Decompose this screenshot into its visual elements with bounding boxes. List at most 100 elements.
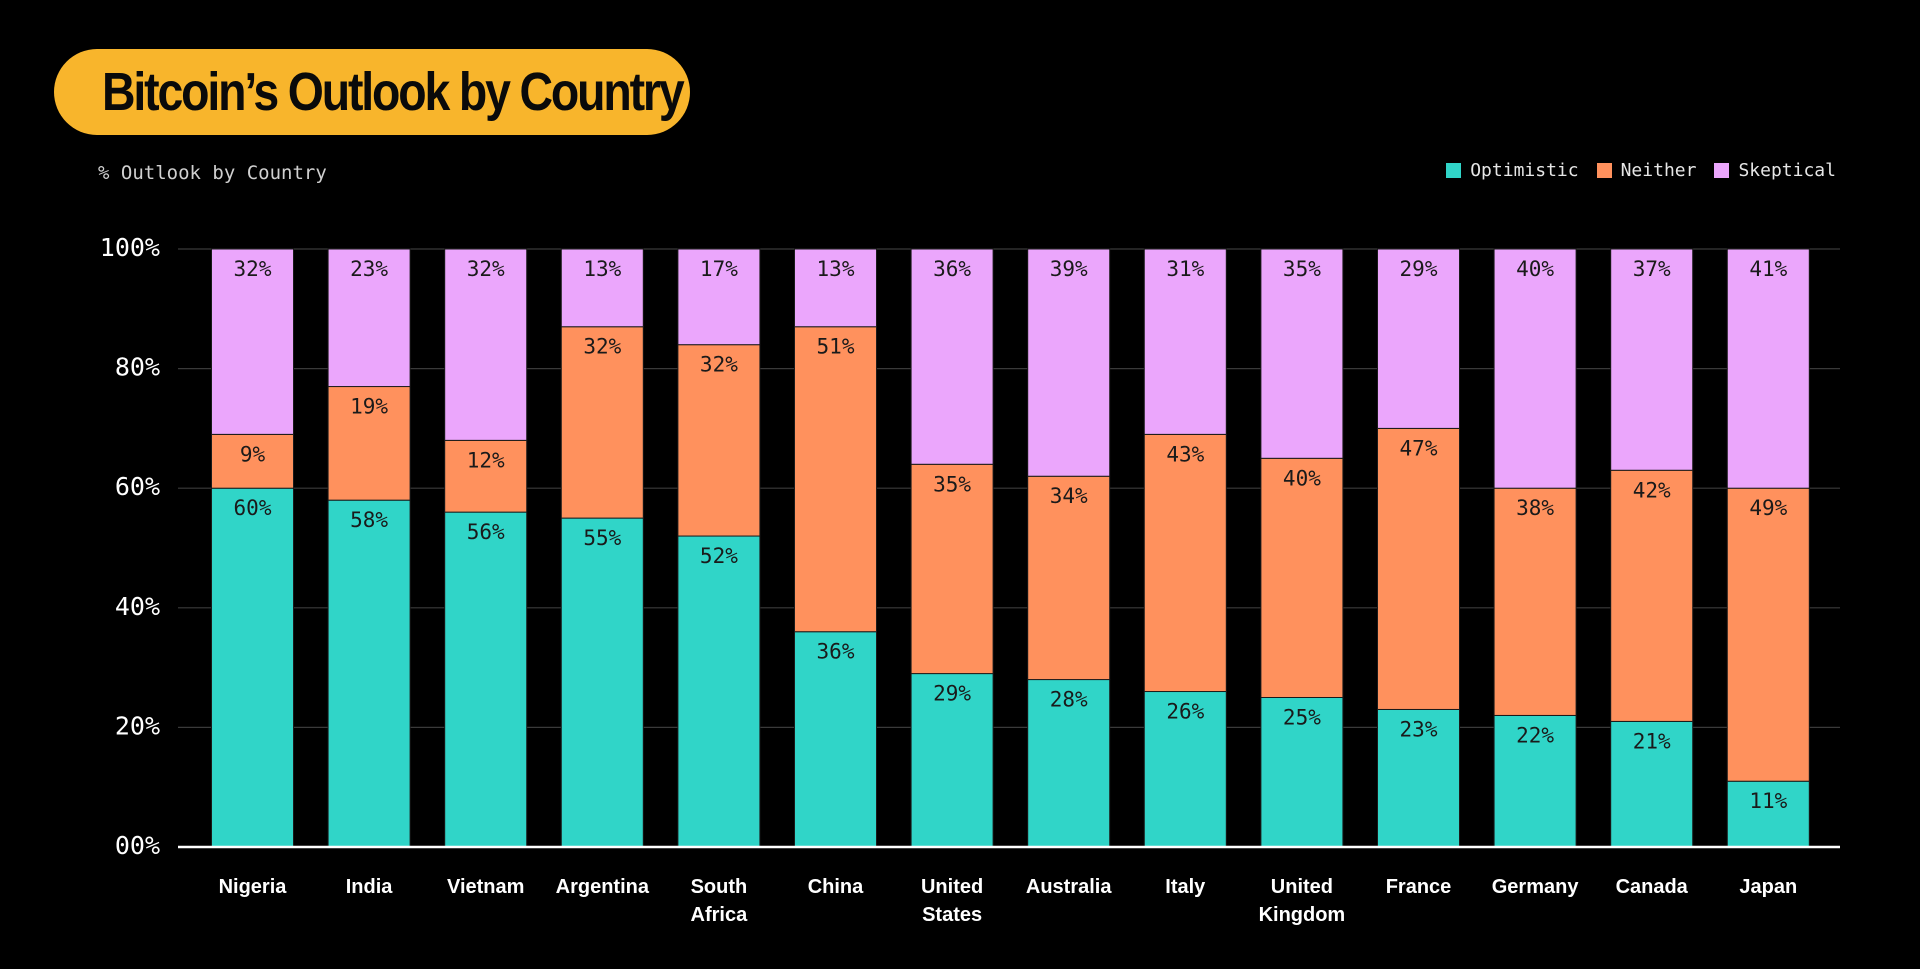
- title-pill: Bitcoin’s Outlook by Country: [54, 49, 690, 135]
- x-tick-label: Australia: [1026, 876, 1112, 898]
- x-tick-label-line: France: [1386, 876, 1452, 898]
- bar-segment-skeptical: [327, 248, 411, 388]
- x-tick-label: Vietnam: [447, 876, 524, 898]
- bar-segment-neither: [1260, 457, 1344, 698]
- bar-segment-neither: [677, 344, 761, 537]
- bar-segment-optimistic: [1493, 714, 1577, 848]
- bar-segment-optimistic: [1027, 679, 1111, 848]
- bar-segment-optimistic: [677, 535, 761, 848]
- data-label-optimistic: 60%: [234, 496, 272, 520]
- data-label-skeptical: 13%: [817, 257, 855, 281]
- data-label-neither: 43%: [1166, 442, 1204, 466]
- data-label-optimistic: 22%: [1516, 723, 1554, 747]
- legend-item-optimistic: Optimistic: [1446, 160, 1579, 181]
- x-tick-label: France: [1386, 876, 1452, 898]
- bar-segment-optimistic: [1610, 720, 1694, 848]
- bar-segment-optimistic: [560, 517, 644, 848]
- x-tick-label-line: United: [1271, 876, 1333, 898]
- x-tick-label-line: Canada: [1616, 876, 1689, 898]
- x-tick-label-line: Germany: [1492, 876, 1580, 898]
- data-label-neither: 32%: [583, 335, 621, 359]
- data-label-neither: 42%: [1633, 478, 1671, 502]
- data-label-optimistic: 56%: [467, 520, 505, 544]
- data-label-skeptical: 32%: [234, 257, 272, 281]
- bar-segment-skeptical: [1610, 248, 1694, 471]
- bar-segment-skeptical: [1143, 248, 1227, 435]
- x-tick-label: India: [346, 876, 394, 898]
- data-label-skeptical: 40%: [1516, 257, 1554, 281]
- data-label-neither: 32%: [700, 353, 738, 377]
- y-tick-label: 00%: [115, 831, 160, 860]
- data-label-optimistic: 58%: [350, 508, 388, 532]
- chart-subtitle: % Outlook by Country: [98, 162, 327, 184]
- bar-segment-neither: [211, 433, 294, 489]
- bar-segment-skeptical: [1377, 248, 1460, 429]
- data-label-skeptical: 36%: [933, 257, 971, 281]
- data-label-neither: 9%: [240, 442, 266, 466]
- x-tick-label-line: Italy: [1165, 876, 1206, 898]
- x-tick-label: United States: [921, 876, 983, 926]
- bar-segment-skeptical: [677, 248, 761, 346]
- legend-label-optimistic: Optimistic: [1470, 160, 1579, 181]
- x-tick-label-line: Kingdom: [1259, 904, 1346, 926]
- data-label-skeptical: 31%: [1166, 257, 1204, 281]
- data-label-neither: 19%: [350, 395, 388, 419]
- x-tick-label: Germany: [1492, 876, 1580, 898]
- y-tick-label: 80%: [115, 353, 160, 382]
- data-label-optimistic: 26%: [1166, 700, 1204, 724]
- bar-segment-optimistic: [327, 499, 411, 848]
- data-label-skeptical: 32%: [467, 257, 505, 281]
- legend-label-neither: Neither: [1620, 160, 1697, 181]
- bar-segment-skeptical: [910, 248, 994, 465]
- bar-segment-skeptical: [1027, 248, 1111, 477]
- data-label-optimistic: 28%: [1050, 688, 1088, 712]
- bar-segment-skeptical: [444, 248, 528, 441]
- bar-segment-neither: [1610, 469, 1694, 722]
- data-label-optimistic: 55%: [583, 526, 621, 550]
- bar-segment-optimistic: [794, 631, 877, 848]
- data-label-optimistic: 21%: [1633, 729, 1671, 753]
- bar-segment-neither: [327, 386, 411, 501]
- x-tick-label-line: China: [808, 876, 864, 898]
- x-tick-label-line: Vietnam: [447, 876, 524, 898]
- x-tick-label-line: South: [691, 876, 748, 898]
- bar-segment-optimistic: [1726, 780, 1810, 848]
- bar-segment-neither: [910, 463, 994, 675]
- data-label-skeptical: 35%: [1283, 257, 1321, 281]
- x-tick-label-line: States: [922, 904, 982, 926]
- x-tick-label-line: Japan: [1739, 876, 1797, 898]
- data-label-neither: 47%: [1400, 436, 1438, 460]
- data-label-neither: 51%: [817, 335, 855, 359]
- legend-swatch-optimistic: [1446, 163, 1462, 178]
- bar-segment-optimistic: [444, 511, 528, 848]
- data-label-optimistic: 11%: [1749, 789, 1787, 813]
- x-tick-label: Japan: [1739, 876, 1797, 898]
- data-label-skeptical: 17%: [700, 257, 738, 281]
- bar-segment-skeptical: [1260, 248, 1344, 459]
- data-label-skeptical: 37%: [1633, 257, 1671, 281]
- data-label-optimistic: 29%: [933, 682, 971, 706]
- x-tick-label: China: [808, 876, 864, 898]
- y-tick-label: 60%: [115, 472, 160, 501]
- x-tick-label-line: Africa: [691, 904, 749, 926]
- data-label-neither: 12%: [467, 448, 505, 472]
- bar-segment-neither: [1377, 427, 1460, 710]
- legend-label-skeptical: Skeptical: [1738, 160, 1836, 181]
- legend-item-neither: Neither: [1596, 160, 1697, 181]
- x-tick-label: Italy: [1165, 876, 1206, 898]
- x-tick-label-line: Nigeria: [219, 876, 288, 898]
- data-label-neither: 34%: [1050, 484, 1088, 508]
- data-label-optimistic: 25%: [1283, 706, 1321, 730]
- legend-swatch-neither: [1596, 163, 1612, 178]
- x-tick-label-line: Australia: [1026, 876, 1112, 898]
- y-tick-label: 100%: [100, 233, 160, 262]
- bar-segment-skeptical: [794, 248, 877, 328]
- x-tick-label: Argentina: [556, 876, 650, 898]
- bar-segment-skeptical: [211, 248, 294, 435]
- bar-segment-optimistic: [211, 487, 294, 848]
- bar-segment-optimistic: [1143, 691, 1227, 848]
- data-label-neither: 38%: [1516, 496, 1554, 520]
- bar-segment-optimistic: [1377, 708, 1460, 848]
